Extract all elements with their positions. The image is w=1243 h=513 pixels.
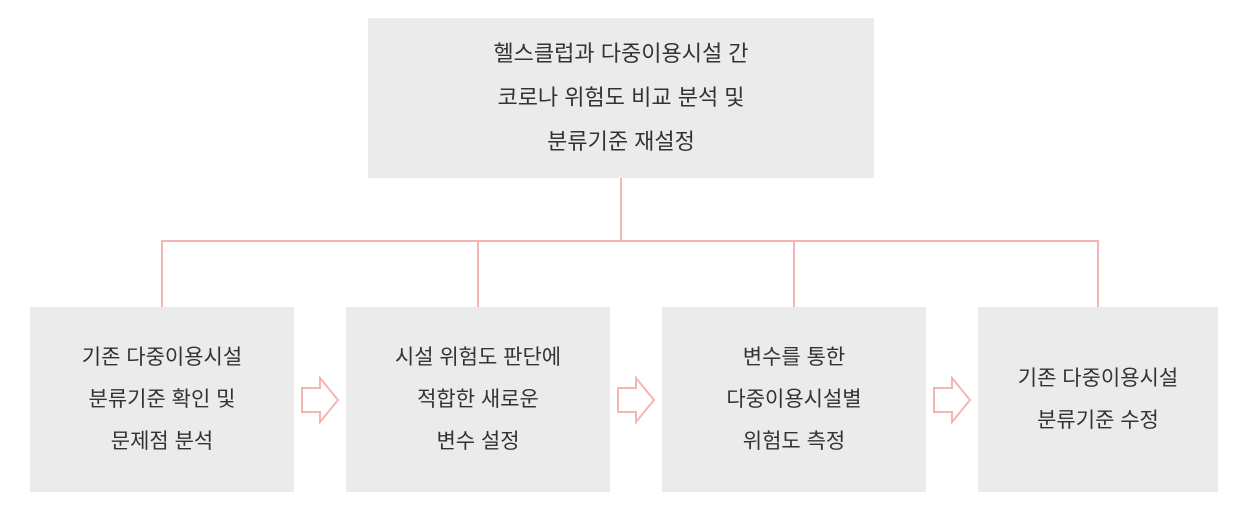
connector-line: [1097, 240, 1099, 307]
flowchart-diagram: 헬스클럽과 다중이용시설 간 코로나 위험도 비교 분석 및 분류기준 재설정 …: [0, 0, 1243, 513]
root-box: 헬스클럽과 다중이용시설 간 코로나 위험도 비교 분석 및 분류기준 재설정: [368, 18, 874, 178]
arrow-icon: [932, 376, 972, 424]
child-box-2: 시설 위험도 판단에 적합한 새로운 변수 설정: [346, 307, 610, 492]
arrow-icon: [300, 376, 340, 424]
connector-line: [477, 240, 479, 307]
child-box-line: 시설 위험도 판단에: [395, 337, 561, 379]
child-box-line: 분류기준 수정: [1037, 400, 1159, 442]
child-box-line: 변수 설정: [436, 421, 519, 463]
root-box-line: 분류기준 재설정: [547, 120, 695, 164]
child-box-line: 문제점 분석: [111, 421, 213, 463]
child-box-line: 분류기준 확인 및: [89, 379, 236, 421]
connector-line: [620, 178, 622, 240]
child-box-1: 기존 다중이용시설 분류기준 확인 및 문제점 분석: [30, 307, 294, 492]
child-box-line: 변수를 통한: [743, 337, 845, 379]
child-box-line: 기존 다중이용시설: [82, 337, 242, 379]
child-box-4: 기존 다중이용시설 분류기준 수정: [978, 307, 1218, 492]
connector-line: [161, 240, 163, 307]
root-box-line: 헬스클럽과 다중이용시설 간: [493, 32, 748, 76]
connector-line: [161, 240, 1099, 242]
arrow-icon: [616, 376, 656, 424]
child-box-line: 위험도 측정: [743, 421, 845, 463]
child-box-3: 변수를 통한 다중이용시설별 위험도 측정: [662, 307, 926, 492]
child-box-line: 적합한 새로운: [417, 379, 539, 421]
connector-line: [793, 240, 795, 307]
child-box-line: 다중이용시설별: [726, 379, 861, 421]
child-box-line: 기존 다중이용시설: [1018, 358, 1178, 400]
root-box-line: 코로나 위험도 비교 분석 및: [497, 76, 744, 120]
